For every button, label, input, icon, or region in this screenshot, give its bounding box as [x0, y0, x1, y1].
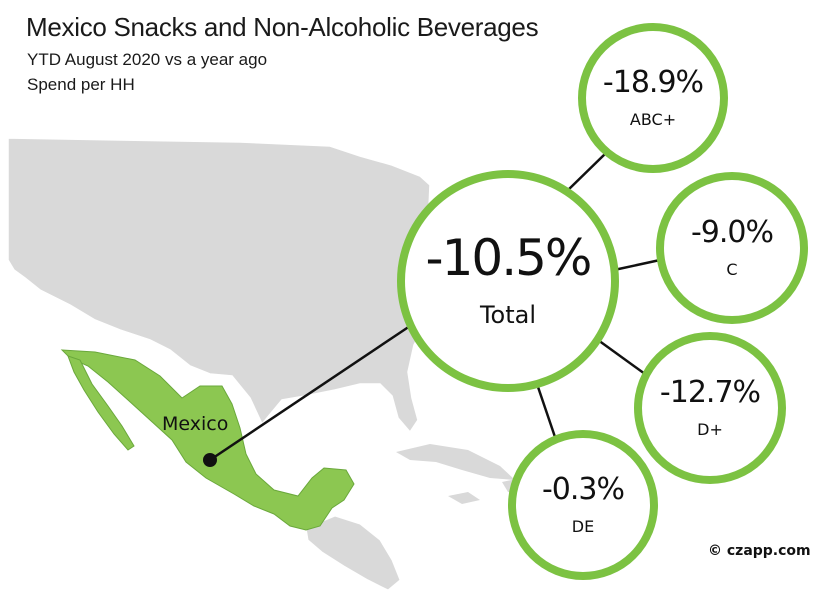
connector-mexico-total	[209, 324, 411, 462]
bubble-d-plus-label: D+	[697, 419, 723, 439]
connector-total-abc	[565, 152, 607, 193]
bubble-c-value: -9.0%	[690, 214, 774, 250]
chart-subtitle-metric: Spend per HH	[27, 75, 135, 94]
mexico-region	[60, 349, 355, 531]
bubble-abc-plus-label: ABC+	[629, 109, 677, 129]
bubble-de-label: DE	[571, 516, 595, 536]
connector-total-dplus	[597, 338, 646, 376]
bubble-de: -0.3% DE	[508, 430, 658, 580]
bubble-d-plus: -12.7% D+	[634, 332, 786, 484]
connector-total-de	[535, 383, 557, 438]
chart-subtitle: YTD August 2020 vs a year ago	[27, 50, 268, 69]
cuba-island	[396, 444, 515, 480]
bubble-de-value: -0.3%	[541, 471, 625, 507]
central-america	[305, 515, 401, 591]
bubble-c-label: C	[726, 259, 738, 279]
bubble-abc-plus-value: -18.9%	[602, 64, 704, 100]
chart-title: Mexico Snacks and Non-Alcoholic Beverage…	[26, 12, 539, 42]
bubble-total-label: Total	[479, 301, 537, 329]
bubble-c: -9.0% C	[656, 172, 808, 324]
bubble-total-value: -10.5%	[425, 229, 593, 287]
mexico-label: Mexico	[162, 413, 229, 435]
credit-text: © czapp.com	[708, 543, 811, 559]
bubble-total: -10.5% Total	[397, 170, 619, 392]
bubble-d-plus-value: -12.7%	[659, 374, 761, 410]
baja-california	[67, 355, 135, 451]
bubble-abc-plus: -18.9% ABC+	[578, 23, 728, 173]
usa-landmass	[7, 137, 431, 434]
location-dot-icon	[203, 453, 217, 467]
jamaica-island	[448, 492, 480, 504]
connector-total-c	[613, 258, 661, 272]
